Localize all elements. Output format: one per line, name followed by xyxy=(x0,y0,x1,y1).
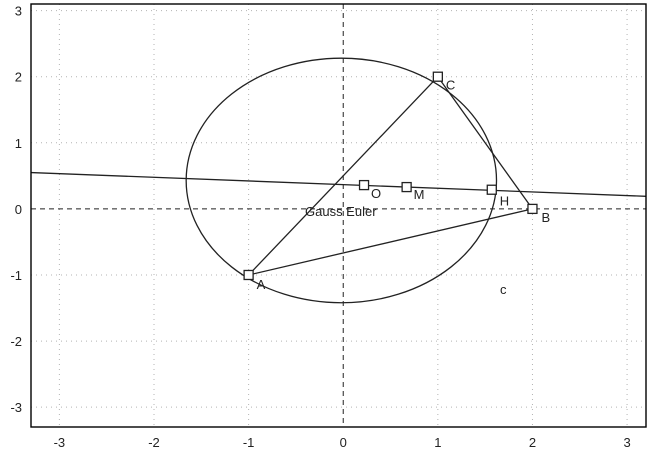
point-o-label: O xyxy=(371,186,381,201)
plot-frame xyxy=(30,3,647,428)
euler-line xyxy=(30,171,647,197)
x-tick-label: -3 xyxy=(54,435,66,450)
y-tick-label: 1 xyxy=(15,136,22,151)
y-tick-label: 3 xyxy=(15,4,22,19)
point-c-marker xyxy=(432,71,443,82)
triangle-side-ca xyxy=(248,76,439,276)
curves xyxy=(30,57,647,304)
point-b-label: B xyxy=(541,210,550,225)
point-m-marker xyxy=(401,181,412,193)
y-tick-label: 2 xyxy=(15,70,22,85)
x-tick-label: 3 xyxy=(623,435,630,450)
triangle-side-bc xyxy=(437,76,533,210)
y-tick-label: 0 xyxy=(15,202,22,217)
triangle-side-ab xyxy=(248,208,533,276)
zero-axes xyxy=(31,4,646,427)
y-tick-label: -2 xyxy=(10,334,22,349)
point-c-label: C xyxy=(446,78,455,93)
point-a-marker xyxy=(243,269,254,281)
euler-line-label: Gauss Euler xyxy=(305,204,377,219)
ellipse-label: c xyxy=(500,282,507,297)
x-tick-label: -1 xyxy=(243,435,255,450)
point-h-marker xyxy=(486,184,497,195)
x-tick-label: 2 xyxy=(529,435,536,450)
point-h-label: H xyxy=(500,194,509,209)
tick-labels: -3 -2 -1 0 1 2 3 3 2 1 0 -1 -2 -3 xyxy=(10,4,630,450)
point-m-label: M xyxy=(414,187,425,202)
points xyxy=(243,71,538,281)
x-tick-label: 0 xyxy=(340,435,347,450)
y-tick-label: -3 xyxy=(10,400,22,415)
point-b-marker xyxy=(527,203,538,215)
point-a-label: A xyxy=(257,277,266,292)
y-tick-label: -1 xyxy=(10,268,22,283)
labels: A B C O M H Gauss Euler c xyxy=(257,78,551,297)
ellipse-c xyxy=(185,57,498,304)
x-tick-label: 1 xyxy=(434,435,441,450)
point-o-marker xyxy=(358,179,370,191)
x-tick-label: -2 xyxy=(148,435,160,450)
